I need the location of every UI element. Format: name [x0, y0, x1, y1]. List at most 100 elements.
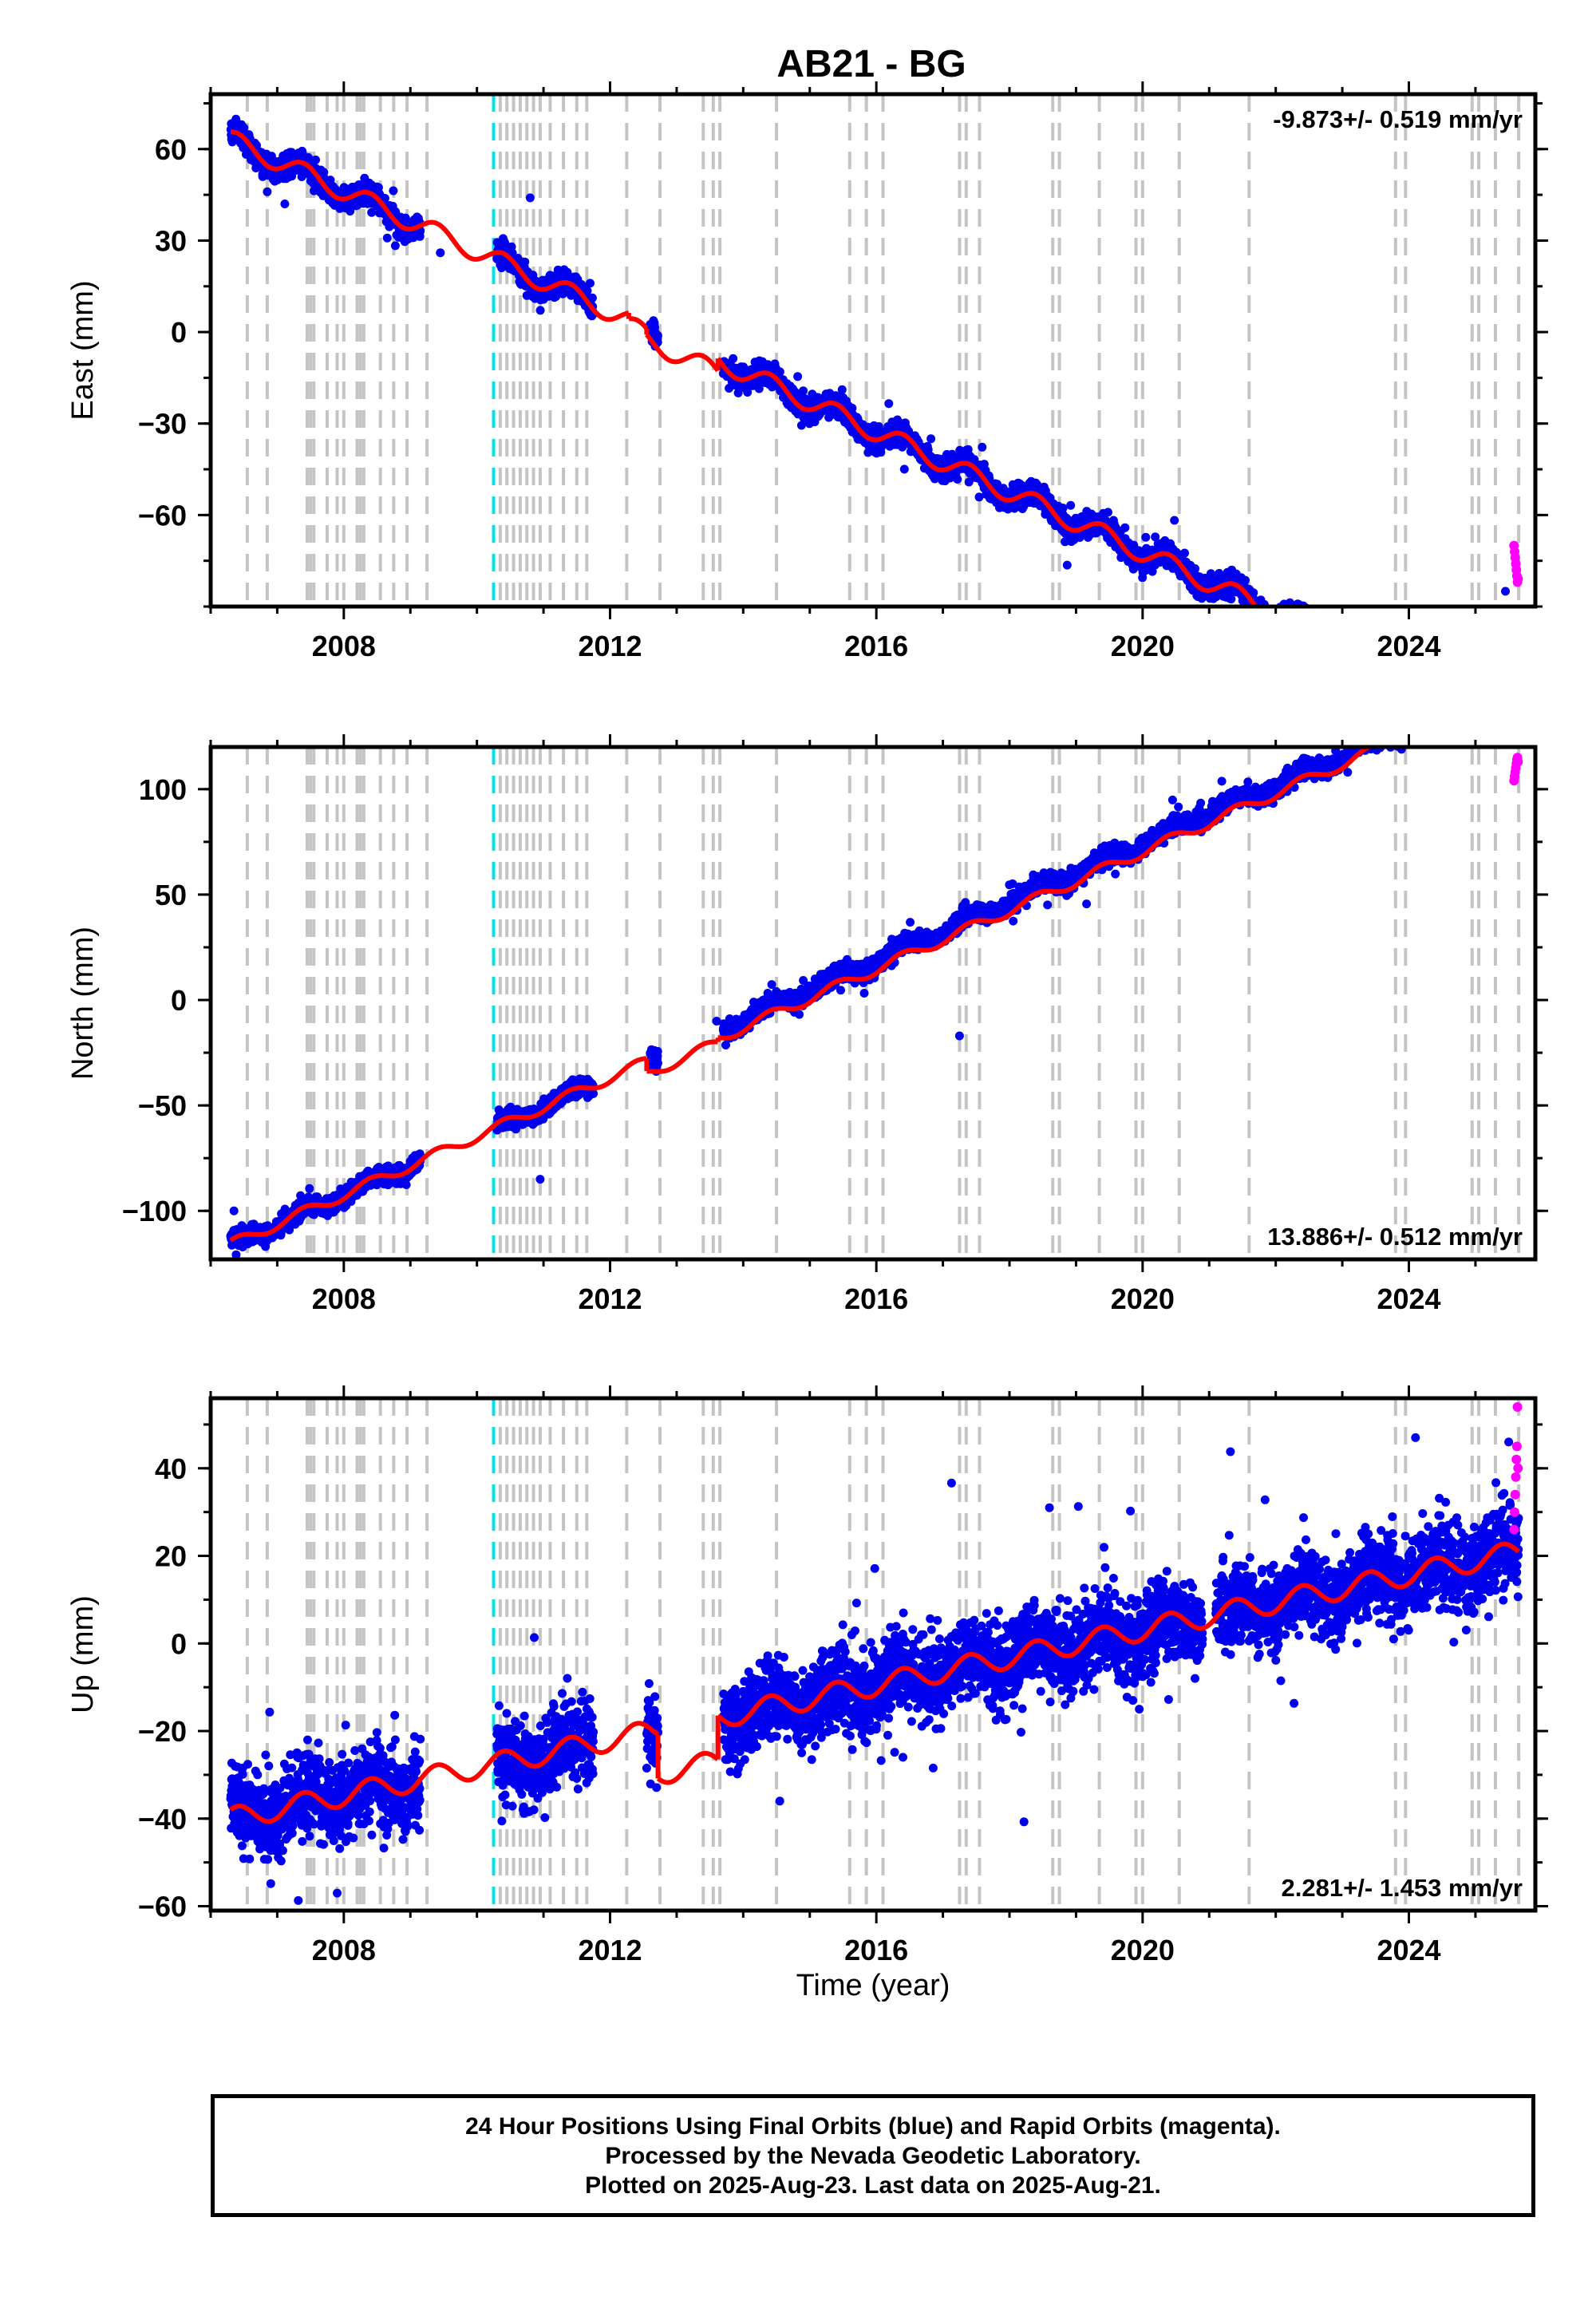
final-orbit-point [1414, 669, 1423, 678]
final-orbit-point [1431, 672, 1440, 681]
final-orbit-point [1335, 646, 1344, 655]
final-orbit-point [1322, 632, 1331, 641]
final-orbit-point [1401, 669, 1410, 678]
final-orbit-point [1337, 650, 1345, 659]
final-orbit-point [1337, 650, 1345, 658]
final-orbit-point [1367, 640, 1376, 649]
final-orbit-point [1340, 647, 1349, 656]
final-orbit-point [1360, 637, 1369, 646]
final-orbit-point [1434, 678, 1443, 686]
final-orbit-point [367, 207, 377, 217]
final-orbit-point [1420, 665, 1429, 674]
final-orbit-point [1062, 560, 1072, 570]
final-orbit-point [1275, 616, 1284, 625]
final-orbit-point [1404, 689, 1413, 698]
final-orbit-point [1314, 630, 1323, 638]
final-orbit-point [1329, 646, 1337, 654]
final-orbit-point [1440, 687, 1449, 696]
final-orbit-point [1396, 674, 1404, 683]
final-orbit-point [1317, 636, 1325, 645]
final-orbit-point [1297, 611, 1306, 619]
final-orbit-point [793, 372, 803, 381]
final-orbit-point [1425, 669, 1434, 678]
final-orbit-point [1331, 647, 1340, 656]
final-orbit-point [1305, 622, 1314, 631]
final-orbit-point [1354, 635, 1363, 644]
final-orbit-point [1391, 677, 1400, 686]
final-orbit-point [1426, 666, 1435, 675]
final-orbit-point [1420, 672, 1428, 681]
final-orbit-point [1261, 610, 1270, 619]
final-orbit-point [1369, 638, 1377, 647]
final-orbit-point [1440, 675, 1449, 684]
final-orbit-point [1303, 616, 1312, 625]
final-orbit-point [1408, 679, 1417, 688]
final-orbit-point [1284, 611, 1293, 619]
final-orbit-point [1417, 674, 1426, 682]
final-orbit-point [1429, 666, 1438, 674]
final-orbit-point [1444, 686, 1453, 695]
final-orbit-point [1318, 639, 1327, 648]
final-orbit-point [1295, 608, 1304, 617]
final-orbit-point [1298, 617, 1307, 626]
final-orbit-point [1264, 615, 1273, 623]
final-orbit-point [1368, 645, 1377, 654]
final-orbit-point [1418, 673, 1427, 682]
final-orbit-point [1346, 651, 1355, 660]
final-orbit-point [1422, 663, 1431, 672]
final-orbit-point [1319, 641, 1328, 650]
final-orbit-point [1423, 674, 1432, 682]
final-orbit-point [1396, 675, 1405, 684]
final-orbit-point [1337, 638, 1346, 647]
final-orbit-point [1329, 638, 1338, 647]
final-orbit-point [1392, 671, 1400, 680]
final-orbit-point [1423, 675, 1432, 684]
final-orbit-point [1341, 646, 1350, 655]
final-orbit-point [1412, 671, 1420, 680]
final-orbit-point [1265, 624, 1274, 633]
final-orbit-point [1384, 671, 1393, 680]
final-orbit-point [1362, 646, 1371, 655]
final-orbit-point [1279, 616, 1288, 625]
final-orbit-point [1274, 620, 1283, 629]
final-orbit-point [1435, 675, 1444, 684]
final-orbit-point [1402, 678, 1411, 687]
final-orbit-point [837, 385, 847, 394]
final-orbit-point [1340, 642, 1349, 650]
final-orbit-point [1412, 682, 1421, 691]
final-orbit-point [1335, 645, 1344, 654]
final-orbit-point [1434, 664, 1443, 673]
final-orbit-point [1191, 564, 1199, 573]
final-orbit-point [1258, 611, 1267, 620]
final-orbit-point [1286, 611, 1294, 619]
final-orbit-point [1425, 673, 1434, 682]
final-orbit-point [1419, 668, 1428, 677]
final-orbit-point [1306, 617, 1314, 626]
final-orbit-point [1436, 672, 1444, 681]
final-orbit-point [1433, 678, 1442, 687]
final-orbit-point [1357, 638, 1365, 647]
final-orbit-point [1439, 679, 1448, 688]
final-orbit-point [1358, 638, 1367, 646]
final-orbit-point [1400, 676, 1409, 685]
final-orbit-point [1428, 666, 1437, 674]
final-orbit-point [1434, 678, 1443, 686]
final-orbit-point [1273, 617, 1282, 626]
final-orbit-point [1312, 631, 1321, 640]
final-orbit-point [1424, 666, 1432, 674]
final-orbit-point [1286, 615, 1295, 623]
final-orbit-point [389, 186, 398, 196]
final-orbit-point [1430, 673, 1439, 682]
final-orbit-point [1318, 624, 1327, 633]
final-orbit-point [1333, 638, 1342, 646]
final-orbit-point [1341, 655, 1349, 664]
final-orbit-point [1416, 669, 1425, 678]
final-orbit-point [1346, 654, 1355, 662]
chart-title: AB21 - BG [776, 43, 966, 85]
final-orbit-point [1415, 670, 1424, 678]
final-orbit-point [1445, 678, 1454, 687]
final-orbit-point [1302, 623, 1311, 632]
final-orbit-point [1180, 548, 1189, 558]
final-orbit-point [1368, 646, 1377, 654]
final-orbit-point [1281, 620, 1290, 629]
